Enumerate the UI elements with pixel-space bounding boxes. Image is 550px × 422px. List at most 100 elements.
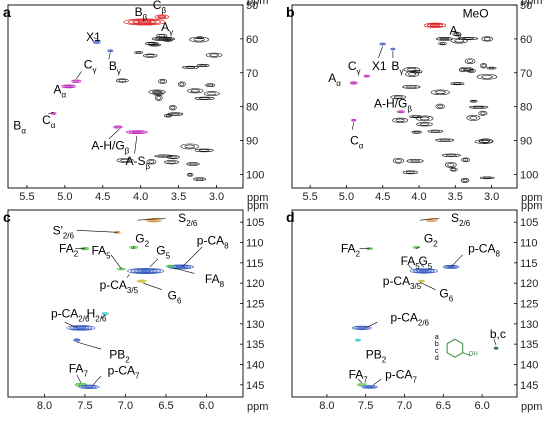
unassigned-peak	[409, 115, 422, 119]
peak-a-s	[128, 130, 145, 134]
unassigned-peak	[186, 172, 194, 177]
peak-b-c	[494, 347, 498, 350]
unassigned-peak	[481, 75, 493, 79]
unassigned-peak	[151, 43, 159, 46]
x-tick-label: 3.0	[209, 191, 224, 203]
hydroxyl-label: OH	[469, 352, 478, 358]
annotation-subscript: β	[143, 13, 148, 22]
peak-a	[158, 37, 169, 40]
annotation-text: S	[451, 211, 459, 225]
unassigned-peak	[115, 78, 129, 83]
peak-annotation: Bγ	[391, 59, 403, 76]
unassigned-peak	[390, 95, 407, 100]
unassigned-peak	[468, 69, 474, 73]
unassigned-peak	[488, 67, 495, 70]
peak-g-5	[416, 269, 432, 273]
leader-line	[419, 282, 436, 290]
plot-frame	[291, 4, 518, 189]
peak-a	[349, 81, 358, 85]
y-tick-label: 125	[520, 299, 538, 311]
peak-a-s	[131, 131, 142, 134]
annotation-text: C	[42, 113, 51, 127]
peak-annotation: Bγ	[109, 59, 121, 76]
unassigned-peak	[209, 53, 219, 57]
peak-b	[127, 19, 162, 25]
annotation-subscript: γ	[458, 31, 462, 40]
unassigned-peak	[439, 42, 446, 45]
annotation-subscript: 2	[356, 250, 361, 259]
unassigned-peak	[118, 79, 126, 82]
y-tick-label: 105	[520, 217, 538, 229]
annotation-text: B	[109, 59, 117, 73]
unassigned-peak	[146, 159, 157, 165]
unassigned-peak	[205, 83, 216, 87]
peak-annotation: p-CA8	[197, 233, 229, 250]
peak-annotation: Aα	[328, 71, 341, 88]
peak-annotation: p-CA7	[108, 364, 140, 381]
unassigned-peak	[392, 157, 404, 164]
annotation-text: p-CA	[385, 368, 412, 382]
inset-atom-label: c	[435, 348, 439, 355]
peak-layer	[351, 218, 499, 389]
peak-a-h-g	[398, 110, 404, 113]
peak-c	[351, 118, 357, 122]
inset-atom-label: d	[435, 355, 439, 362]
peak-layer	[66, 217, 194, 390]
leader-line	[75, 71, 82, 80]
peak-a-h-g	[113, 125, 123, 129]
unassigned-peak	[450, 82, 465, 86]
panel-c: c 8.0 7.5 7.0 6.5 6.0 ppm 105 110 115 120 125 130 135…	[3, 200, 268, 413]
x-tick-label: 3.5	[171, 191, 186, 203]
unassigned-peak	[402, 170, 418, 175]
unassigned-peak	[193, 177, 207, 181]
peak-annotation: G6	[439, 286, 453, 303]
unassigned-peak	[148, 160, 155, 164]
y-tick-label: 110	[520, 238, 538, 250]
y-tick-label: 115	[246, 258, 264, 270]
annotation-subscript: 3/5	[410, 282, 422, 291]
unassigned-peak	[179, 82, 185, 87]
peak-annotation: Cβ	[153, 0, 167, 15]
unassigned-peak	[444, 162, 457, 168]
unassigned-peak	[464, 58, 476, 65]
peak-b	[108, 49, 113, 52]
unassigned-peak	[203, 91, 220, 96]
unassigned-peak	[480, 63, 488, 69]
peak-g-5	[419, 269, 429, 273]
x-tick-label: 4.0	[133, 191, 148, 203]
x-tick-label: 6.0	[199, 400, 214, 412]
peak-c	[50, 112, 57, 115]
peak-b	[390, 47, 396, 51]
leader-line	[76, 230, 118, 233]
annotation-subscript: 2/6	[186, 219, 198, 228]
annotation-subscript: γ	[92, 65, 96, 74]
peak-annotation: S'2/6	[53, 223, 75, 240]
leader-line	[76, 341, 102, 350]
annotation-subscript: 2/6	[418, 319, 430, 328]
y-tick-label: 50	[520, 0, 532, 12]
peak-fa-8	[165, 264, 175, 268]
leader-line	[143, 282, 163, 290]
leader-line	[92, 375, 102, 386]
peak-annotation: p-CA3/5	[383, 274, 422, 291]
x-tick-label: 3.0	[484, 191, 499, 203]
annotation-text: p-CA	[391, 311, 418, 325]
annotation-text: C	[350, 134, 359, 148]
peak-p-ca-2-6	[357, 326, 367, 330]
unassigned-peak	[199, 64, 207, 67]
peak-annotation: Cα	[350, 134, 364, 151]
peak-p-ca-7	[78, 384, 100, 390]
unassigned-peak	[143, 53, 158, 58]
unassigned-peak	[453, 82, 462, 85]
unassigned-peak	[197, 36, 203, 39]
peak-annotation: PB2	[366, 347, 387, 364]
leader-line	[108, 52, 111, 60]
unassigned-peak	[120, 158, 130, 162]
peak-annotation: Aγ	[450, 23, 462, 40]
unassigned-peak	[194, 148, 214, 153]
unassigned-peak	[483, 37, 491, 41]
annotation-subscript: γ	[117, 67, 121, 76]
y-tick-label: 110	[246, 238, 264, 250]
unassigned-peak	[406, 159, 424, 163]
